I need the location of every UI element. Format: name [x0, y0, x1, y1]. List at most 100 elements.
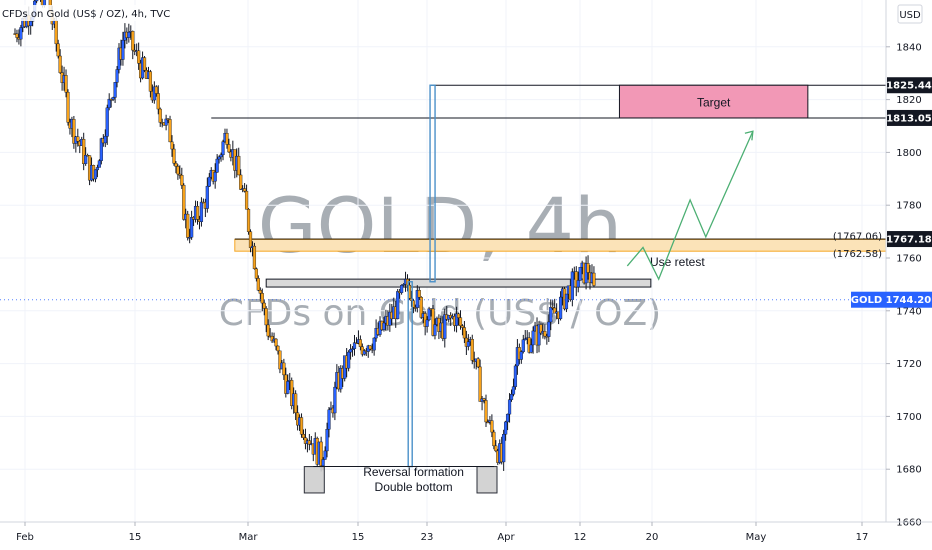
- candle-down: [158, 108, 162, 123]
- candle-up: [207, 176, 211, 187]
- candle-down: [15, 33, 19, 38]
- candle-up: [34, 0, 39, 2]
- x-tick-label: 23: [421, 532, 434, 543]
- candle-down: [551, 307, 555, 309]
- candle-up: [199, 201, 204, 222]
- candle-down: [237, 155, 241, 176]
- candle-down: [58, 55, 62, 73]
- candle-up: [466, 341, 470, 347]
- x-tick-label: 15: [129, 532, 142, 543]
- candle-down: [290, 380, 294, 406]
- candle-down: [274, 338, 278, 347]
- candle-down: [553, 307, 557, 314]
- candle-down: [456, 313, 461, 318]
- y-tick-label: 1800: [896, 148, 921, 159]
- candle-down: [586, 263, 590, 273]
- candle-up: [219, 154, 223, 158]
- candle-up: [547, 321, 551, 337]
- candle-down: [186, 213, 190, 238]
- candle-down: [76, 136, 80, 142]
- candle-up: [352, 342, 357, 349]
- y-tick-label: 1720: [896, 359, 921, 370]
- candle-down: [227, 144, 231, 153]
- candle-up: [523, 338, 527, 340]
- candle-down: [431, 308, 435, 336]
- candle-up: [372, 337, 376, 351]
- candle-up: [42, 0, 47, 6]
- candle-down: [260, 293, 264, 304]
- time-axis[interactable]: Feb 15 Mar 15 23 Apr 12 20 May 17: [0, 521, 932, 543]
- candle-up: [215, 158, 219, 173]
- candle-down: [539, 324, 543, 334]
- candle-down: [482, 398, 486, 401]
- candle-up: [188, 237, 192, 239]
- candle-up: [93, 169, 98, 180]
- candle-up: [221, 141, 225, 156]
- y-tick-label: 1700: [896, 412, 921, 423]
- price-label-box: [887, 77, 932, 94]
- candle-down: [266, 324, 270, 337]
- candle-down: [592, 272, 596, 286]
- candle-down: [543, 331, 547, 337]
- candle-up: [396, 291, 400, 320]
- price-label-value: 1767.18: [886, 235, 932, 246]
- candle-down: [419, 297, 423, 318]
- currency-button[interactable]: USD: [897, 4, 923, 24]
- candle-down: [131, 31, 135, 51]
- candle-up: [570, 271, 574, 300]
- candle-down: [299, 417, 304, 435]
- bottom-marker: [303, 466, 325, 494]
- candle-up: [509, 394, 514, 400]
- x-tick-label: Feb: [16, 532, 34, 543]
- x-tick-label: 12: [574, 532, 587, 543]
- candle-up: [584, 263, 588, 284]
- candle-up: [576, 280, 580, 288]
- candle-up: [325, 429, 329, 452]
- x-tick-label: 20: [646, 532, 659, 543]
- candle-down: [156, 93, 160, 110]
- candle-down: [458, 317, 463, 327]
- price-axis[interactable]: 1660 1680 1700 1720 1740 1760 1780 1800 1820 1840: [885, 0, 922, 529]
- candle-down: [490, 420, 494, 433]
- price-label-box: [887, 231, 932, 248]
- candle-up: [95, 167, 100, 171]
- candle-up: [362, 350, 366, 355]
- candle-up: [558, 296, 563, 319]
- candle-up: [121, 40, 125, 60]
- candle-up: [507, 399, 512, 415]
- candle-down: [254, 268, 258, 279]
- candle-up: [401, 284, 406, 286]
- watermark-symbol: GOLD, 4h: [258, 181, 622, 270]
- candle-down: [270, 336, 274, 342]
- bottom-marker: [476, 466, 498, 494]
- candle-up: [519, 351, 523, 360]
- candle-up: [99, 138, 103, 161]
- candle-down: [195, 206, 200, 220]
- candle-up: [427, 308, 431, 321]
- candle-down: [258, 290, 262, 294]
- use-retest-label: Use retest: [650, 255, 705, 269]
- candle-up: [513, 365, 518, 387]
- candle-up: [115, 69, 119, 83]
- candle-down: [252, 245, 257, 270]
- candle-up: [190, 217, 194, 238]
- neckline-zone: [265, 278, 652, 288]
- projection-path: [626, 131, 754, 281]
- candle-up: [84, 155, 88, 164]
- target-zone: [618, 84, 809, 119]
- candle-down: [264, 308, 268, 326]
- price-label-value: 1813.05: [886, 113, 932, 124]
- candle-up: [511, 386, 516, 395]
- candle-down: [301, 434, 306, 438]
- candle-down: [225, 132, 229, 145]
- candle-up: [521, 339, 525, 352]
- candle-up: [217, 156, 221, 160]
- candle-up: [578, 267, 582, 281]
- candle-down: [494, 445, 498, 452]
- last-price-text: GOLD 1744.20: [851, 295, 931, 306]
- candle-down: [239, 174, 243, 190]
- candle-up: [505, 413, 510, 423]
- candle-up: [205, 185, 209, 209]
